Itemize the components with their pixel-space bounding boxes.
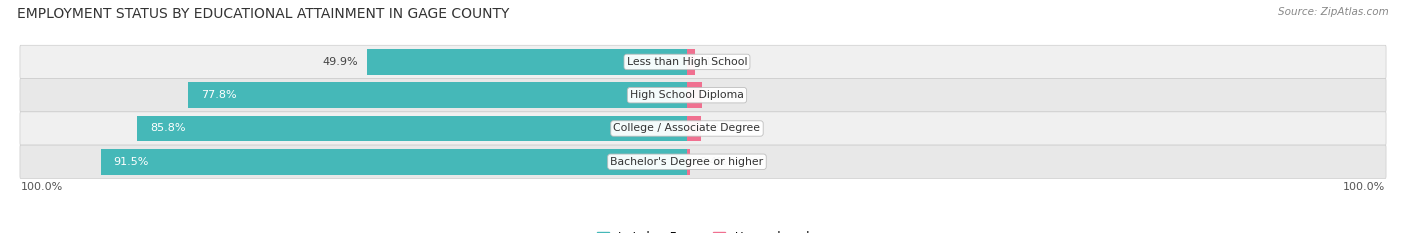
FancyBboxPatch shape <box>20 79 1386 112</box>
Text: 77.8%: 77.8% <box>201 90 236 100</box>
Text: 2.2%: 2.2% <box>710 123 740 134</box>
FancyBboxPatch shape <box>20 145 1386 178</box>
FancyBboxPatch shape <box>20 112 1386 145</box>
Text: 0.4%: 0.4% <box>699 157 727 167</box>
Text: 49.9%: 49.9% <box>322 57 357 67</box>
Text: 2.4%: 2.4% <box>711 90 741 100</box>
Bar <box>688 149 689 175</box>
Text: Bachelor's Degree or higher: Bachelor's Degree or higher <box>610 157 763 167</box>
Text: College / Associate Degree: College / Associate Degree <box>613 123 761 134</box>
Bar <box>688 49 696 75</box>
Bar <box>688 82 703 108</box>
Text: 1.3%: 1.3% <box>704 57 733 67</box>
Text: 100.0%: 100.0% <box>21 182 63 192</box>
Text: 85.8%: 85.8% <box>150 123 186 134</box>
Text: 100.0%: 100.0% <box>1343 182 1385 192</box>
Bar <box>188 82 688 108</box>
Text: Less than High School: Less than High School <box>627 57 747 67</box>
Text: Source: ZipAtlas.com: Source: ZipAtlas.com <box>1278 7 1389 17</box>
Bar <box>688 116 702 141</box>
Text: 91.5%: 91.5% <box>114 157 149 167</box>
Bar <box>367 49 688 75</box>
Text: EMPLOYMENT STATUS BY EDUCATIONAL ATTAINMENT IN GAGE COUNTY: EMPLOYMENT STATUS BY EDUCATIONAL ATTAINM… <box>17 7 509 21</box>
FancyBboxPatch shape <box>20 45 1386 79</box>
Bar <box>138 116 688 141</box>
Text: High School Diploma: High School Diploma <box>630 90 744 100</box>
Bar <box>101 149 688 175</box>
Legend: In Labor Force, Unemployed: In Labor Force, Unemployed <box>592 226 814 233</box>
